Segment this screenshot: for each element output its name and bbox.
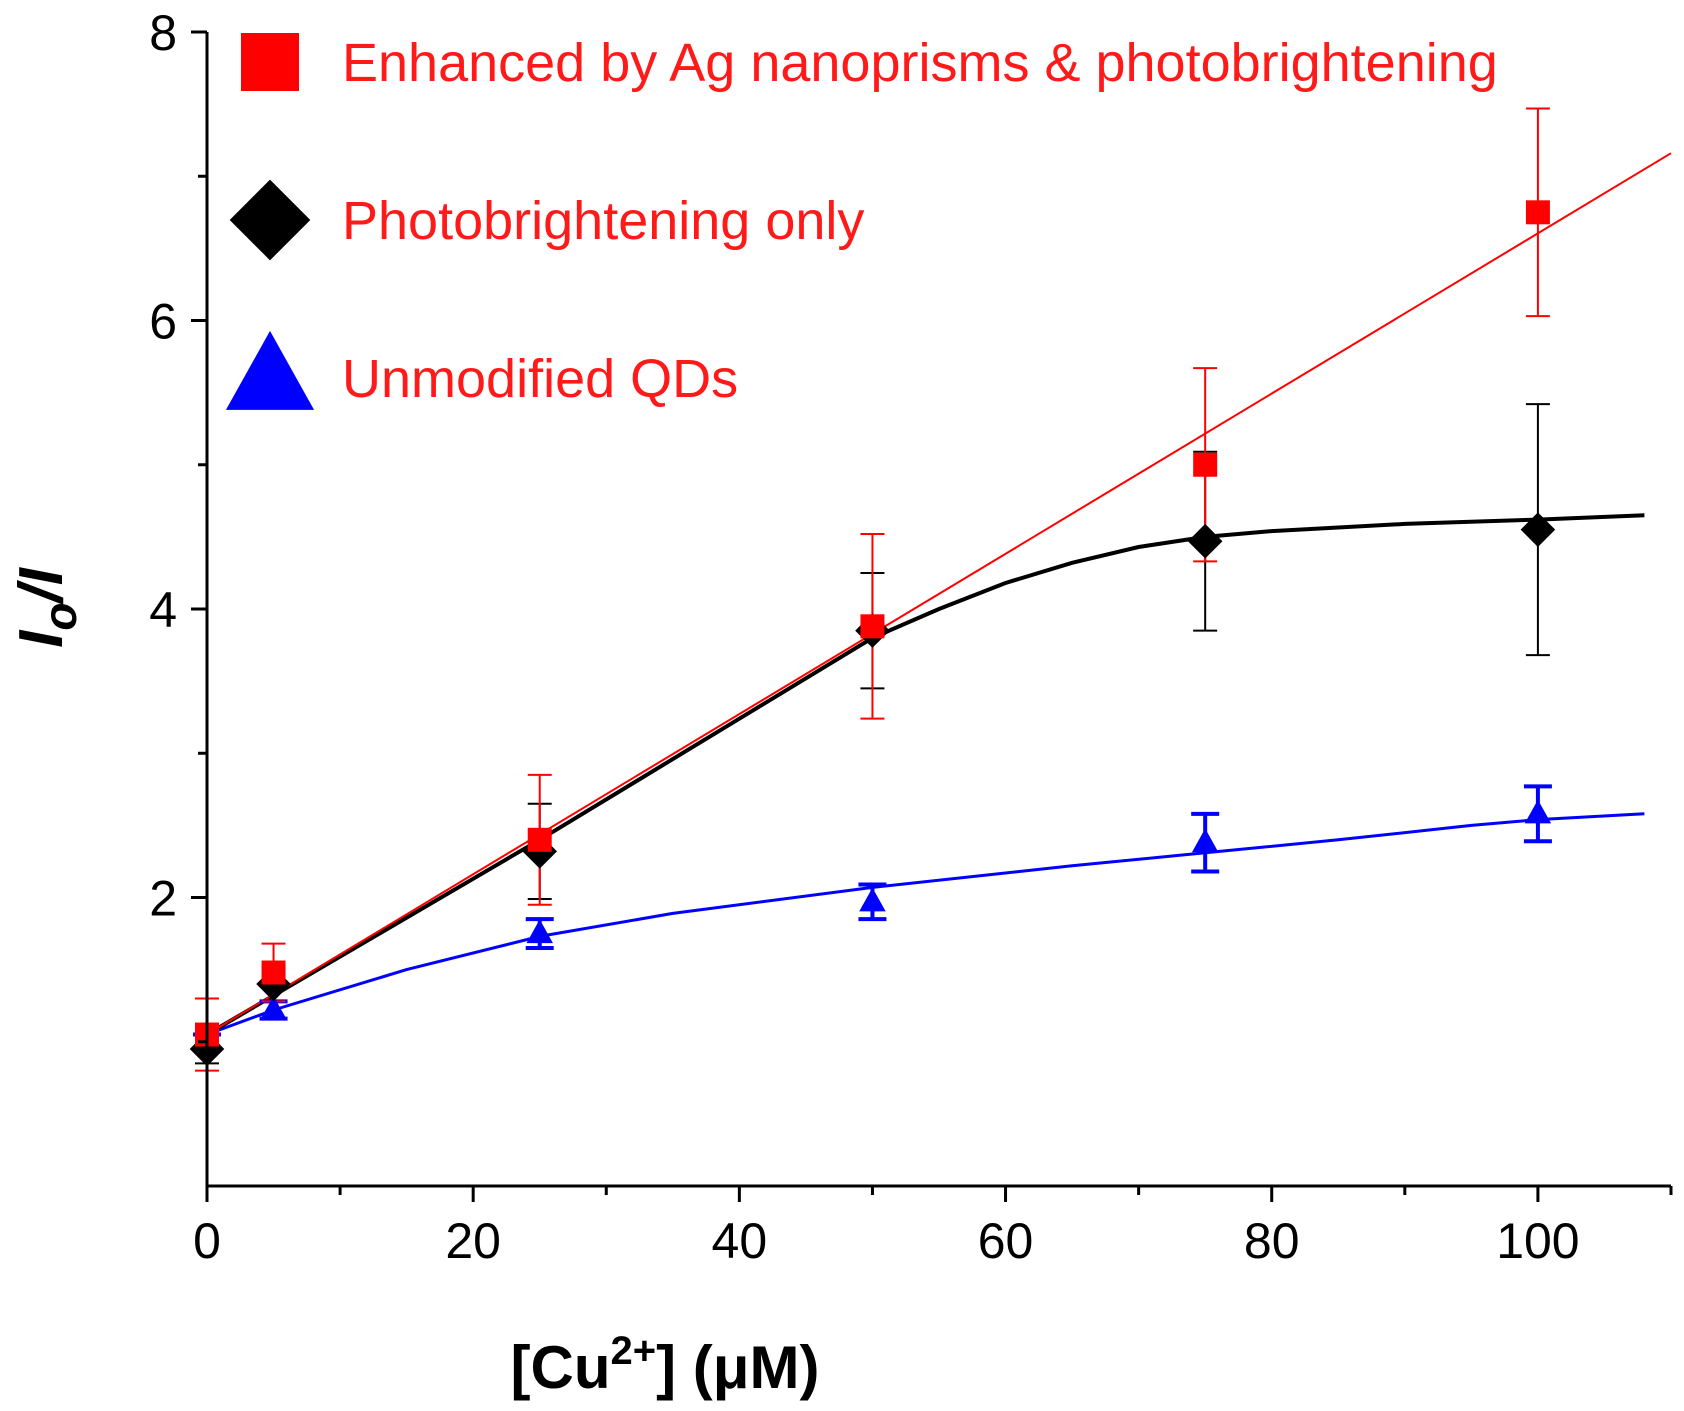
y-tick-label: 6 [149, 294, 177, 350]
x-tick-label: 0 [193, 1213, 221, 1269]
data-point-square [1193, 452, 1218, 477]
legend-label-diamond: Photobrightening only [342, 191, 864, 251]
data-point-diamond [1520, 512, 1556, 547]
x-axis-title-sup: 2+ [611, 1329, 657, 1373]
legend-marker-diamond [229, 179, 311, 261]
fit-lines [205, 152, 1672, 1037]
data-point-triangle [1524, 799, 1552, 824]
error-bars [193, 107, 1552, 1072]
x-tick-label: 80 [1244, 1213, 1300, 1269]
data-point-diamond [1187, 523, 1223, 559]
y-axis-title-sub: o [34, 603, 86, 631]
data-point-square [860, 614, 885, 639]
axis-ticks: 0 20 40 60 80 100 2 4 6 8 [149, 5, 1673, 1269]
legend-marker-square [241, 33, 299, 91]
x-tick-label: 40 [712, 1213, 768, 1269]
data-points [189, 200, 1556, 1067]
y-axis-title-main: I [7, 629, 76, 648]
x-tick-label: 100 [1496, 1213, 1579, 1269]
fit-line-diamond [205, 513, 1645, 1037]
data-point-triangle [260, 995, 287, 1020]
fit-line-triangle [206, 812, 1645, 1036]
legend-label-triangle: Unmodified QDs [342, 349, 738, 409]
data-point-triangle [859, 887, 886, 912]
data-point-square [261, 960, 286, 985]
x-axis-title-prefix: [Cu [511, 1334, 611, 1401]
data-point-triangle [1191, 828, 1219, 853]
data-point-triangle [526, 919, 553, 944]
x-axis-title-suffix: ] (μM) [656, 1334, 819, 1401]
x-axis-title: [Cu2+] (μM) [511, 1329, 820, 1401]
y-axis-title-suffix: /I [7, 566, 76, 605]
x-tick-label: 60 [978, 1213, 1034, 1269]
x-tick-label: 20 [445, 1213, 501, 1269]
y-tick-label: 8 [149, 5, 177, 61]
legend-label-square: Enhanced by Ag nanoprisms & photobrighte… [342, 33, 1498, 93]
data-point-square [1525, 200, 1550, 225]
y-tick-label: 4 [149, 582, 177, 638]
legend: Enhanced by Ag nanoprisms & photobrighte… [225, 33, 1498, 410]
fit-line-square [206, 152, 1672, 1036]
data-point-square [527, 827, 552, 852]
legend-marker-triangle [225, 330, 315, 410]
y-tick-label: 2 [149, 871, 177, 927]
y-axis-title: Io/I [7, 566, 86, 648]
